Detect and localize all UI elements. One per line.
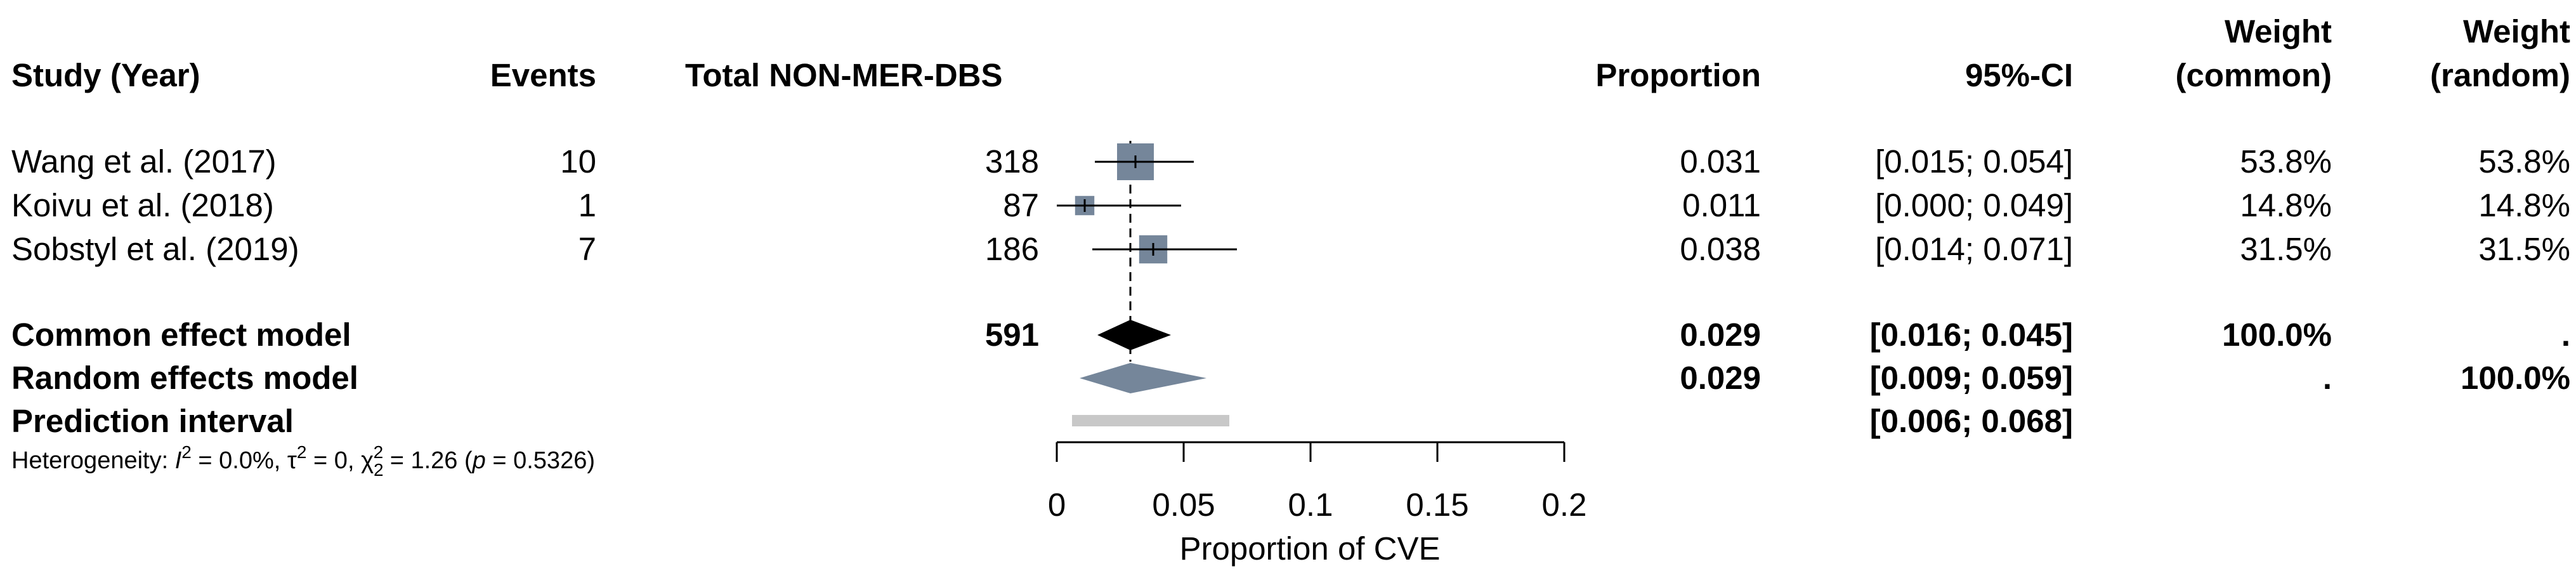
header-total: Total NON-MER-DBS: [685, 57, 1003, 93]
study-ci: [0.015; 0.054]: [1875, 143, 2073, 180]
study-name: Koivu et al. (2018): [11, 187, 274, 223]
x-axis-tick-label: 0.1: [1288, 487, 1333, 523]
study-row: Wang et al. (2017) 10 318 0.031 [0.015; …: [11, 143, 2570, 180]
het-p-value: = 0.5326): [486, 447, 595, 474]
common-effect-weight-common: 100.0%: [2222, 317, 2332, 353]
prediction-interval-row: Prediction interval [0.006; 0.068]: [11, 403, 2073, 439]
study-total: 186: [985, 231, 1039, 267]
header-events: Events: [490, 57, 596, 93]
study-proportion: 0.038: [1680, 231, 1761, 267]
random-effects-estimate: 0.029: [1680, 360, 1761, 396]
common-effect-total: 591: [985, 317, 1039, 353]
header-study: Study (Year): [11, 57, 200, 93]
study-proportion: 0.031: [1680, 143, 1761, 180]
het-prefix: Heterogeneity:: [11, 447, 175, 474]
het-chi2-symbol: χ: [361, 447, 374, 474]
header-weight-random-line1: Weight: [2463, 13, 2570, 49]
common-effect-estimate: 0.029: [1680, 317, 1761, 353]
study-events: 1: [579, 187, 596, 223]
x-axis-tick-label: 0: [1048, 487, 1066, 523]
common-effect-diamond: [1097, 320, 1171, 350]
x-axis-tick-label: 0.15: [1406, 487, 1468, 523]
het-chi2-exp: 2: [374, 442, 384, 462]
het-i2-symbol: I: [175, 447, 182, 474]
x-axis-label: Proportion of CVE: [1179, 530, 1440, 567]
het-p-symbol: p: [472, 447, 486, 474]
het-tau2-value: = 0,: [307, 447, 362, 474]
study-proportion: 0.011: [1682, 187, 1761, 223]
common-effect-row: Common effect model 591 0.029 [0.016; 0.…: [11, 317, 2570, 353]
study-name: Wang et al. (2017): [11, 143, 277, 180]
random-effects-label: Random effects model: [11, 360, 358, 396]
random-effects-weight-random: 100.0%: [2461, 360, 2570, 396]
study-ci: [0.014; 0.071]: [1875, 231, 2073, 267]
header-weight-random-line2: (random): [2430, 57, 2570, 93]
study-events: 7: [579, 231, 596, 267]
header-ci: 95%-CI: [1965, 57, 2073, 93]
random-effects-ci: [0.009; 0.059]: [1870, 360, 2073, 396]
random-effects-weight-common: .: [2323, 360, 2332, 396]
study-weight-common: 31.5%: [2240, 231, 2332, 267]
study-weight-random: 31.5%: [2478, 231, 2570, 267]
study-total: 318: [985, 143, 1039, 180]
study-weight-common: 53.8%: [2240, 143, 2332, 180]
forest-graphics: [1057, 141, 1237, 426]
study-name: Sobstyl et al. (2019): [11, 231, 299, 267]
x-axis-tick-label: 0.05: [1152, 487, 1215, 523]
header-weight-common-line2: (common): [2176, 57, 2332, 93]
het-tau2-exp: 2: [297, 442, 307, 462]
het-i2-exp: 2: [181, 442, 192, 462]
study-events: 10: [560, 143, 596, 180]
study-ci: [0.000; 0.049]: [1875, 187, 2073, 223]
heterogeneity-text: Heterogeneity: I2 = 0.0%, τ2 = 0, χ22 = …: [11, 442, 595, 480]
study-weight-random: 53.8%: [2478, 143, 2570, 180]
het-chi2-value: = 1.26 (: [383, 447, 473, 474]
study-weight-common: 14.8%: [2240, 187, 2332, 223]
study-row: Koivu et al. (2018) 1 87 0.011 [0.000; 0…: [11, 187, 2570, 223]
het-i2-value: = 0.0%,: [192, 447, 287, 474]
x-axis-tick-label: 0.2: [1542, 487, 1587, 523]
study-weight-random: 14.8%: [2478, 187, 2570, 223]
het-chi2-sub: 2: [374, 460, 384, 480]
common-effect-ci: [0.016; 0.045]: [1870, 317, 2073, 353]
prediction-interval-bar: [1072, 415, 1229, 426]
het-tau2-symbol: τ: [287, 447, 297, 474]
prediction-interval-label: Prediction interval: [11, 403, 294, 439]
common-effect-label: Common effect model: [11, 317, 351, 353]
study-row: Sobstyl et al. (2019) 7 186 0.038 [0.014…: [11, 231, 2570, 267]
study-total: 87: [1003, 187, 1039, 223]
header-proportion: Proportion: [1595, 57, 1761, 93]
prediction-interval-ci: [0.006; 0.068]: [1870, 403, 2073, 439]
common-effect-weight-random: .: [2561, 317, 2570, 353]
header-weight-common-line1: Weight: [2225, 13, 2332, 49]
random-effects-row: Random effects model 0.029 [0.009; 0.059…: [11, 360, 2570, 396]
random-effects-diamond: [1080, 363, 1206, 393]
x-axis: 0 0.05 0.1 0.15 0.2: [1048, 441, 1587, 523]
